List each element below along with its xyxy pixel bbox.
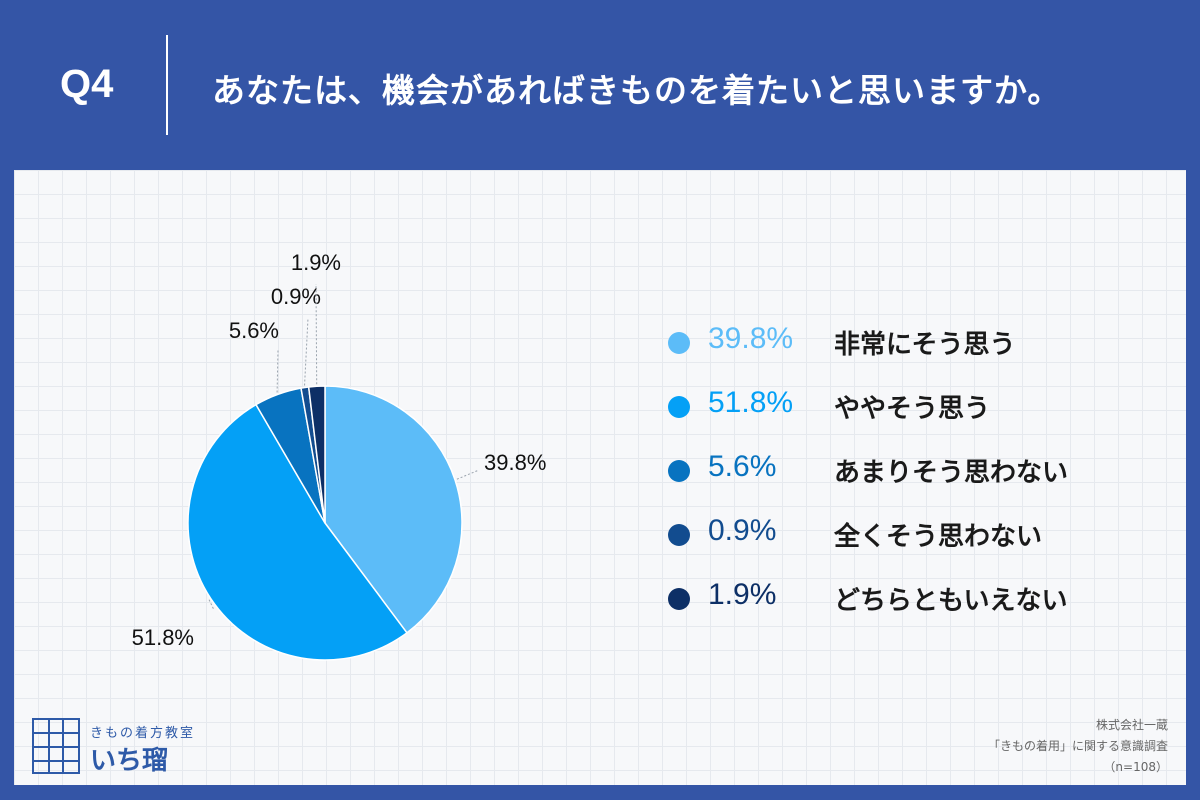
legend-dot-not-really xyxy=(668,460,690,482)
pie-slice-neutral xyxy=(307,385,326,524)
logo-mark-icon xyxy=(32,718,80,774)
pie-slice-somewhat xyxy=(187,403,408,661)
question-title: あなたは、機会があればきものを着たいと思いますか。 xyxy=(212,71,1062,110)
legend-item-not-really: 5.6% あまりそう思わない xyxy=(654,446,1154,510)
credit-company: 株式会社一蔵 xyxy=(1095,718,1168,732)
legend-item-not-at-all: 0.9% 全くそう思わない xyxy=(654,510,1154,574)
data-label-not-really: 5.6% xyxy=(229,318,279,343)
pie-chart: 39.8% 51.8% 5.6% 0.9% 1.9% xyxy=(132,250,546,661)
legend: 39.8% 非常にそう思う 51.8% ややそう思う 5.6% あまりそう思わな… xyxy=(654,318,1154,638)
leader-line-neutral xyxy=(315,283,318,385)
header: Q4 あなたは、機会があればきものを着たいと思いますか。 xyxy=(0,0,1200,170)
data-label-very-much: 39.8% xyxy=(484,450,546,475)
legend-item-very-much: 39.8% 非常にそう思う xyxy=(654,318,1154,382)
legend-label-not-at-all: 全くそう思わない xyxy=(834,522,1043,552)
data-label-neutral: 1.9% xyxy=(291,250,341,275)
legend-item-somewhat: 51.8% ややそう思う xyxy=(654,382,1154,446)
brand-logo: きもの着方教室 いち瑠 xyxy=(24,718,224,778)
legend-value-not-really: 5.6% xyxy=(708,450,777,483)
leader-line-somewhat xyxy=(208,599,215,611)
legend-value-neutral: 1.9% xyxy=(708,578,777,611)
legend-dot-not-at-all xyxy=(668,524,690,546)
pie-slice-very-much xyxy=(324,385,463,634)
legend-value-somewhat: 51.8% xyxy=(708,386,794,419)
leader-line-very-much xyxy=(456,469,480,480)
legend-dot-very-much xyxy=(668,332,690,354)
source-credit: 株式会社一蔵 「きもの着用」に関する意識調査 （n=108） xyxy=(868,715,1168,778)
legend-label-not-really: あまりそう思わない xyxy=(834,458,1069,488)
credit-survey: 「きもの着用」に関する意識調査 xyxy=(987,739,1168,753)
chart-card: 39.8% 51.8% 5.6% 0.9% 1.9% 39.8% 非常にそう思う 51.… xyxy=(14,170,1186,785)
question-number: Q4 xyxy=(60,62,114,106)
header-divider xyxy=(166,35,168,135)
logo-subtitle: きもの着方教室 xyxy=(90,726,196,741)
logo-name: いち瑠 xyxy=(90,746,169,776)
legend-item-neutral: 1.9% どちらともいえない xyxy=(654,574,1154,638)
legend-label-somewhat: ややそう思う xyxy=(834,394,991,424)
leader-line-not-really xyxy=(276,349,279,393)
legend-dot-somewhat xyxy=(668,396,690,418)
legend-dot-neutral xyxy=(668,588,690,610)
data-label-somewhat: 51.8% xyxy=(132,625,194,650)
legend-label-neutral: どちらともいえない xyxy=(834,586,1068,616)
data-label-not-at-all: 0.9% xyxy=(271,284,321,309)
legend-value-not-at-all: 0.9% xyxy=(708,514,777,547)
leader-line-not-at-all xyxy=(304,317,309,386)
credit-sample: （n=108） xyxy=(1103,760,1168,774)
legend-label-very-much: 非常にそう思う xyxy=(834,330,1016,360)
legend-value-very-much: 39.8% xyxy=(708,322,794,355)
